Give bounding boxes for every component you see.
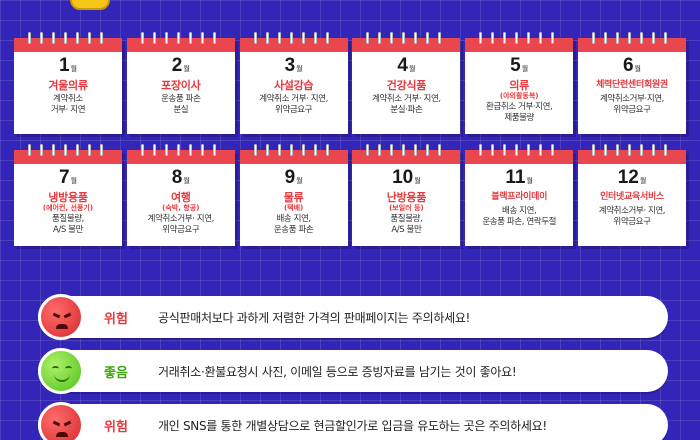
month-label: 3월: [284, 55, 303, 76]
category-subtitle: (에어컨, 선풍기): [42, 204, 94, 212]
month-card-10: 10월 난방용품 (보일러 등) 품질불량, A/S 불만: [352, 144, 461, 246]
calendar-header-bar: [577, 32, 686, 52]
calendar-header-bar: [465, 144, 574, 164]
month-label: 8월: [171, 167, 190, 188]
category-title: 포장이사: [161, 79, 201, 92]
issue-description: 품질불량, A/S 불만: [52, 214, 84, 235]
issue-description: 계약취소 거부· 지연, 분실·파손: [372, 94, 441, 115]
calendar-header-bar: [14, 144, 122, 164]
tip-text: 거래취소·환불요청시 사진, 이메일 등으로 증빙자료를 남기는 것이 좋아요!: [158, 365, 517, 379]
month-label: 4월: [397, 55, 416, 76]
month-label: 6월: [622, 55, 641, 76]
issue-description: 운송품 파손 분실: [161, 94, 201, 115]
calendar-header-bar: [239, 144, 348, 164]
month-card-3: 3월 사설강습 계약취소 거부· 지연, 위약금요구: [239, 32, 348, 134]
category-title: 냉방용품: [48, 191, 88, 204]
category-title: 의류: [509, 79, 529, 92]
month-card-2: 2월 포장이사 운송품 파손 분실: [126, 32, 235, 134]
calendar-header-bar: [352, 144, 461, 164]
month-label: 7월: [58, 167, 78, 188]
month-card-12: 12월 인터넷교육서비스 계약취소거부· 지연, 위약금요구: [577, 144, 686, 246]
month-card-8: 8월 여행 (숙박, 항공) 계약취소거부· 지연, 위약금요구: [126, 144, 235, 246]
smiley-face-icon: [38, 348, 84, 394]
category-title: 사설강습: [273, 79, 314, 92]
issue-description: 배송 지연, 운송품 파손, 연락두절: [482, 206, 557, 227]
month-card-1: 1월 겨울의류 계약취소 거부· 지연: [14, 32, 122, 134]
category-title: 블랙프라이데이: [491, 192, 548, 202]
month-label: 1월: [58, 55, 78, 76]
issue-description: 계약취소거부·지연, 위약금요구: [600, 94, 664, 115]
category-title: 체력단련센터회원권: [596, 80, 668, 90]
category-subtitle: (보일러 등): [389, 204, 424, 212]
category-subtitle: (숙박, 항공): [162, 204, 200, 212]
month-label: 12월: [617, 167, 647, 188]
calendar-header-bar: [352, 32, 461, 52]
issue-description: 계약취소거부· 지연, 위약금요구: [147, 214, 215, 235]
issue-description: 환급취소 거부·지연, 제품불량: [486, 102, 553, 123]
category-subtitle: (야외활동복): [499, 92, 539, 100]
month-card-4: 4월 건강식품 계약취소 거부· 지연, 분실·파손: [352, 32, 461, 134]
calendar-header-bar: [577, 144, 686, 164]
monthly-calendar-grid: 1월 겨울의류 계약취소 거부· 지연 2월 포장이사 운송품 파손 분실 3월…: [14, 32, 686, 246]
month-label: 10월: [392, 167, 421, 188]
tip-text: 공식판매처보다 과하게 저렴한 가격의 판매페이지는 주의하세요!: [158, 311, 471, 325]
month-label: 11월: [505, 167, 533, 188]
month-label: 2월: [171, 55, 190, 76]
category-title: 여행: [170, 191, 191, 204]
calendar-header-bar: [126, 144, 235, 164]
calendar-header-bar: [239, 32, 348, 52]
issue-description: 배송 지연, 운송품 파손: [273, 214, 314, 235]
tip-item-danger: 위험 개인 SNS를 통한 개별상담으로 현금할인가로 입금을 유도하는 곳은 …: [38, 402, 668, 440]
issue-description: 품질불량, A/S 불만: [390, 214, 423, 235]
angry-face-icon: [38, 294, 84, 340]
tip-item-good: 좋음 거래취소·환불요청시 사진, 이메일 등으로 증빙자료를 남기는 것이 좋…: [38, 348, 668, 394]
category-title: 난방용품: [386, 191, 427, 204]
tips-list: 위험 공식판매처보다 과하게 저렴한 가격의 판매페이지는 주의하세요! 좋음 …: [38, 294, 668, 440]
tip-item-danger: 위험 공식판매처보다 과하게 저렴한 가격의 판매페이지는 주의하세요!: [38, 294, 668, 340]
month-card-6: 6월 체력단련센터회원권 계약취소거부·지연, 위약금요구: [577, 32, 686, 134]
month-card-11: 11월 블랙프라이데이 배송 지연, 운송품 파손, 연락두절: [465, 144, 574, 246]
calendar-header-bar: [126, 32, 235, 52]
month-card-5: 5월 의류 (야외활동복) 환급취소 거부·지연, 제품불량: [465, 32, 574, 134]
tip-text: 개인 SNS를 통한 개별상담으로 현금할인가로 입금을 유도하는 곳은 주의하…: [158, 419, 547, 433]
issue-description: 계약취소 거부· 지연: [50, 94, 86, 115]
month-label: 9월: [284, 167, 303, 188]
category-title: 인터넷교육서비스: [600, 192, 664, 202]
category-title: 건강식품: [386, 79, 427, 92]
tip-label: 위험: [104, 311, 128, 326]
month-card-7: 7월 냉방용품 (에어컨, 선풍기) 품질불량, A/S 불만: [14, 144, 122, 246]
calendar-header-bar: [14, 32, 122, 52]
calendar-header-bar: [465, 32, 574, 52]
month-card-9: 9월 물류 (택배) 배송 지연, 운송품 파손: [239, 144, 348, 246]
tip-label: 좋음: [104, 365, 128, 380]
tip-label: 위험: [104, 419, 128, 434]
category-subtitle: (택배): [283, 204, 304, 212]
issue-description: 계약취소거부· 지연, 위약금요구: [598, 206, 666, 227]
angry-face-icon: [38, 402, 84, 440]
issue-description: 계약취소 거부· 지연, 위약금요구: [259, 94, 328, 115]
category-title: 겨울의류: [48, 79, 88, 92]
month-label: 5월: [510, 55, 529, 76]
category-title: 물류: [283, 191, 304, 204]
decorative-emblem: [70, 0, 110, 10]
